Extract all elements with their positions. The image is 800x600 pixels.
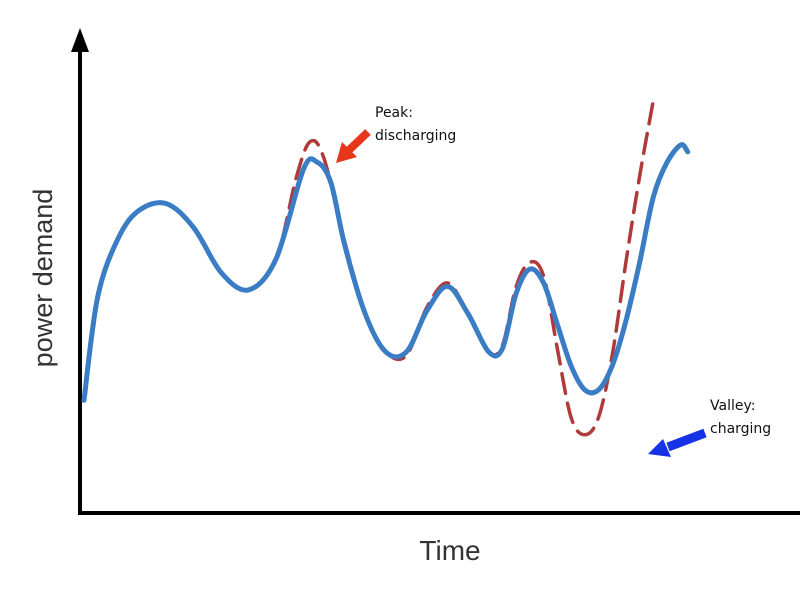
peak-arrow-icon xyxy=(336,129,371,163)
valley-annotation-line-2: charging xyxy=(710,421,771,437)
valley-annotation-line-1: Valley: xyxy=(710,398,755,414)
original-demand-line xyxy=(82,98,656,437)
x-axis-label: Time xyxy=(419,535,480,566)
y-axis-label: power demand xyxy=(28,189,58,368)
peak-annotation-line-1: Peak: xyxy=(375,105,413,121)
peak-annotation-line-2: discharging xyxy=(375,128,456,144)
valley-arrow-icon xyxy=(648,428,707,457)
y-axis-arrow-icon xyxy=(71,28,89,52)
smoothed-demand-line xyxy=(81,142,691,403)
